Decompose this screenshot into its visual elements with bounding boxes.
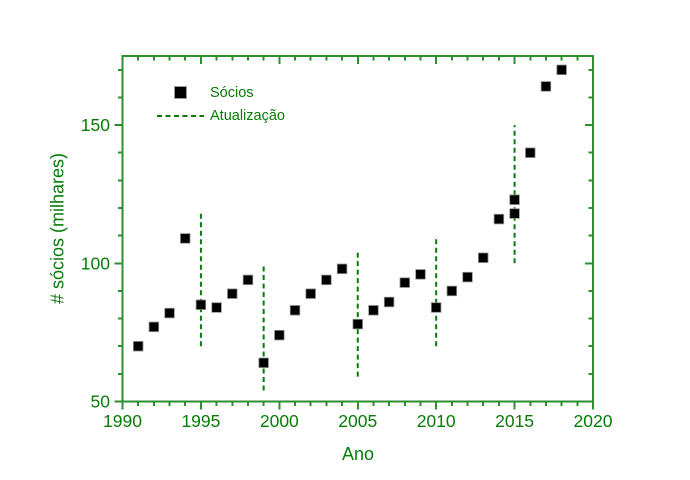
x-tick-label: 2000 [260,411,299,431]
data-point [446,285,458,297]
data-point [368,305,379,316]
data-point [148,321,160,333]
data-point [509,194,520,205]
data-point [540,81,552,92]
data-point [415,269,426,280]
y-tick-label: 150 [81,115,110,135]
y-tick-label: 50 [91,392,111,412]
x-tick-label: 2005 [338,411,377,431]
data-point [430,302,442,313]
x-tick-label: 2010 [417,411,456,431]
y-tick-label: 100 [81,253,110,273]
legend-label-socios: Sócios [210,84,254,101]
legend-swatch-slot [155,86,210,99]
data-point [164,307,175,319]
data-point [195,299,207,310]
legend-item-atualizacao: Atualização [155,104,285,127]
legend-swatch-slot [155,114,210,117]
y-axis-title: # sócios (milhares) [47,152,68,305]
square-marker-icon [174,86,187,99]
legend-label-atualizacao: Atualização [210,107,285,124]
data-point [493,213,505,225]
data-point [525,147,536,158]
dashed-line-icon [157,114,204,117]
data-point [289,305,301,316]
legend: Sócios Atualização [155,81,285,127]
data-point [336,263,348,275]
data-point [132,341,144,352]
x-tick-label: 1995 [181,411,220,431]
data-point [399,277,411,288]
x-tick-label: 2020 [574,411,613,431]
data-point [274,329,285,341]
data-point [180,233,191,244]
x-axis-title: Ano [341,444,375,464]
data-point [227,288,238,299]
data-point [383,296,395,308]
x-tick-label: 1990 [103,411,142,431]
data-point [258,357,269,369]
data-point [462,271,473,283]
legend-item-socios: Sócios [155,81,285,104]
x-tick-label: 2015 [495,411,534,431]
data-point [352,318,363,330]
data-point [478,252,489,263]
data-point [211,302,222,313]
data-point [242,274,254,286]
data-point [305,288,316,299]
data-point [556,64,567,76]
data-point [509,208,520,219]
data-point [321,274,332,286]
